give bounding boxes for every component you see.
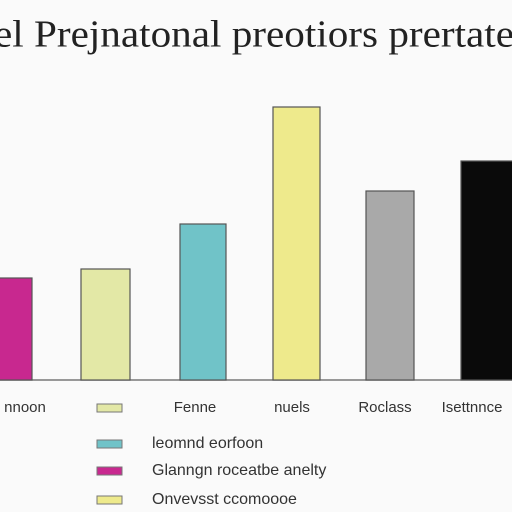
bar	[179, 223, 227, 381]
bar	[460, 160, 512, 381]
legend-swatch	[96, 439, 123, 449]
x-tick-label: Fenne	[174, 399, 217, 416]
bar	[365, 190, 415, 381]
legend-swatch	[96, 495, 123, 505]
x-tick-label: nnoon	[4, 399, 46, 416]
legend-label: Onvevsst ccomoooe	[152, 491, 297, 508]
legend-label: leomnd eorfoon	[152, 435, 263, 452]
legend-swatch	[96, 403, 123, 413]
x-tick-label: Isettnnce	[442, 399, 503, 416]
legend-label: Glanngn roceatbe anelty	[152, 462, 326, 479]
legend-swatch	[96, 466, 123, 476]
bar	[80, 268, 131, 381]
x-tick-label: nuels	[274, 399, 310, 416]
chart-title: el Prejnatonal preotiors prertate	[0, 14, 512, 56]
bar	[272, 106, 321, 381]
bar	[0, 277, 33, 381]
x-tick-label: Roclass	[358, 399, 411, 416]
